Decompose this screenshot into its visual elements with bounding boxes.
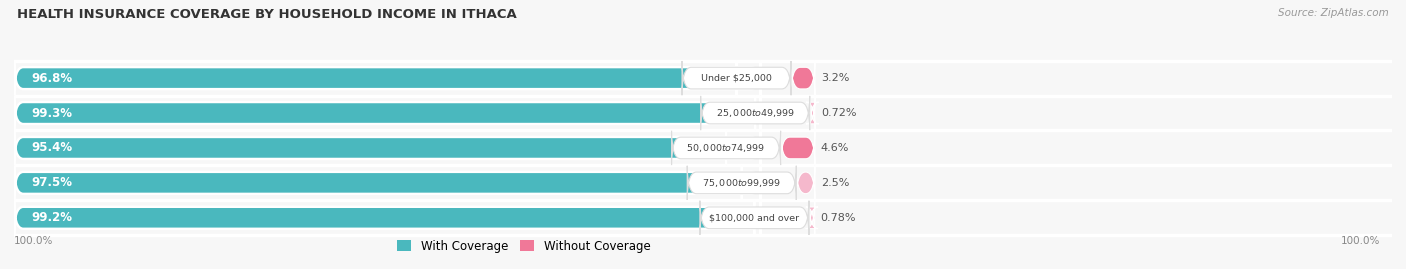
FancyBboxPatch shape (14, 96, 761, 130)
FancyBboxPatch shape (672, 131, 780, 165)
Text: 3.2%: 3.2% (821, 73, 849, 83)
FancyBboxPatch shape (14, 131, 725, 165)
FancyBboxPatch shape (806, 201, 818, 235)
FancyBboxPatch shape (780, 131, 815, 165)
FancyBboxPatch shape (700, 96, 810, 130)
FancyBboxPatch shape (14, 201, 761, 235)
FancyBboxPatch shape (14, 96, 755, 130)
Text: 2.5%: 2.5% (821, 178, 849, 188)
FancyBboxPatch shape (14, 131, 761, 165)
Legend: With Coverage, Without Coverage: With Coverage, Without Coverage (392, 235, 655, 257)
Text: $25,000 to $49,999: $25,000 to $49,999 (716, 107, 794, 119)
Text: 97.5%: 97.5% (31, 176, 72, 189)
FancyBboxPatch shape (14, 61, 761, 95)
Text: 99.2%: 99.2% (31, 211, 72, 224)
FancyBboxPatch shape (682, 61, 792, 95)
Text: HEALTH INSURANCE COVERAGE BY HOUSEHOLD INCOME IN ITHACA: HEALTH INSURANCE COVERAGE BY HOUSEHOLD I… (17, 8, 516, 21)
Text: 0.78%: 0.78% (821, 213, 856, 223)
Text: 96.8%: 96.8% (31, 72, 72, 85)
FancyBboxPatch shape (700, 201, 808, 235)
Text: 99.3%: 99.3% (31, 107, 72, 119)
FancyBboxPatch shape (806, 96, 818, 130)
Text: 95.4%: 95.4% (31, 141, 72, 154)
FancyBboxPatch shape (688, 166, 796, 200)
Text: Under $25,000: Under $25,000 (702, 74, 772, 83)
FancyBboxPatch shape (796, 166, 815, 200)
FancyBboxPatch shape (14, 166, 742, 200)
Text: 100.0%: 100.0% (1341, 236, 1381, 246)
FancyBboxPatch shape (14, 201, 755, 235)
FancyBboxPatch shape (792, 61, 815, 95)
FancyBboxPatch shape (14, 166, 761, 200)
Text: $100,000 and over: $100,000 and over (710, 213, 800, 222)
Text: 0.72%: 0.72% (821, 108, 856, 118)
FancyBboxPatch shape (14, 61, 737, 95)
Text: $50,000 to $74,999: $50,000 to $74,999 (686, 142, 766, 154)
Text: 100.0%: 100.0% (14, 236, 53, 246)
Text: Source: ZipAtlas.com: Source: ZipAtlas.com (1278, 8, 1389, 18)
Text: $75,000 to $99,999: $75,000 to $99,999 (702, 177, 782, 189)
Text: 4.6%: 4.6% (821, 143, 849, 153)
